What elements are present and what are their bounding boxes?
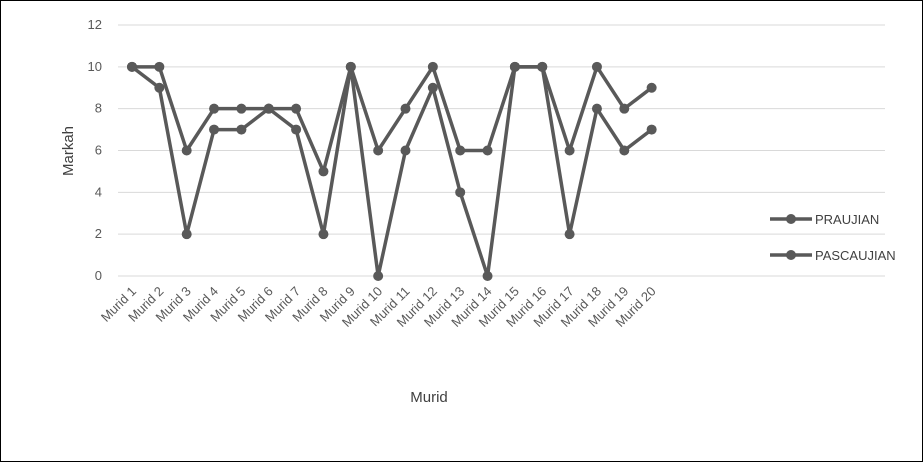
data-point-pascaujian bbox=[154, 61, 165, 72]
data-point-pascaujian bbox=[455, 145, 466, 156]
y-tick-label: 10 bbox=[88, 59, 102, 74]
y-tick-label: 4 bbox=[95, 184, 102, 199]
data-point-praujian bbox=[209, 124, 220, 135]
data-point-pascaujian bbox=[619, 103, 630, 114]
gridlines bbox=[118, 24, 885, 277]
data-point-pascaujian bbox=[400, 103, 411, 114]
data-point-pascaujian bbox=[373, 145, 384, 156]
data-point-pascaujian bbox=[291, 103, 302, 114]
data-point-praujian bbox=[154, 82, 165, 93]
series-line-praujian bbox=[130, 65, 653, 278]
data-point-pascaujian bbox=[509, 61, 520, 72]
y-tick-label: 2 bbox=[95, 226, 102, 241]
data-point-praujian bbox=[318, 229, 329, 240]
data-point-praujian bbox=[564, 229, 575, 240]
data-point-pascaujian bbox=[537, 61, 548, 72]
x-axis-title: Murid bbox=[410, 389, 448, 406]
data-point-praujian bbox=[291, 124, 302, 135]
legend-label: PRAUJIAN bbox=[815, 212, 879, 227]
data-point-pascaujian bbox=[263, 103, 274, 114]
data-point-praujian bbox=[373, 271, 384, 281]
data-point-praujian bbox=[236, 124, 247, 135]
legend-marker bbox=[786, 214, 796, 224]
data-point-praujian bbox=[646, 124, 657, 135]
y-tick-label: 0 bbox=[95, 268, 102, 283]
data-point-praujian bbox=[455, 187, 466, 198]
data-point-pascaujian bbox=[482, 145, 493, 156]
data-point-pascaujian bbox=[236, 103, 247, 114]
legend-marker bbox=[786, 250, 796, 260]
y-axis-title: Markah bbox=[60, 126, 77, 176]
data-point-pascaujian bbox=[564, 145, 575, 156]
y-tick-label: 12 bbox=[88, 17, 102, 32]
data-point-pascaujian bbox=[127, 61, 137, 72]
legend-label: PASCAUJIAN bbox=[815, 248, 896, 263]
data-point-pascaujian bbox=[345, 61, 356, 72]
data-point-praujian bbox=[591, 103, 602, 114]
series-group bbox=[127, 61, 657, 281]
data-point-praujian bbox=[400, 145, 411, 156]
data-point-pascaujian bbox=[181, 145, 192, 156]
y-tick-label: 8 bbox=[95, 101, 102, 116]
legend: PRAUJIAN PASCAUJIAN bbox=[770, 212, 896, 263]
data-point-pascaujian bbox=[427, 61, 438, 72]
y-axis-ticks: 0 2 4 6 8 10 12 bbox=[88, 17, 102, 283]
data-point-praujian bbox=[619, 145, 630, 156]
data-point-pascaujian bbox=[209, 103, 220, 114]
y-tick-label: 6 bbox=[95, 143, 102, 158]
data-point-pascaujian bbox=[318, 166, 329, 177]
data-point-praujian bbox=[427, 82, 438, 93]
data-point-praujian bbox=[181, 229, 192, 240]
data-point-pascaujian bbox=[646, 82, 657, 93]
data-point-pascaujian bbox=[591, 61, 602, 72]
series-line-pascaujian bbox=[132, 65, 653, 174]
data-point-praujian bbox=[482, 271, 493, 281]
